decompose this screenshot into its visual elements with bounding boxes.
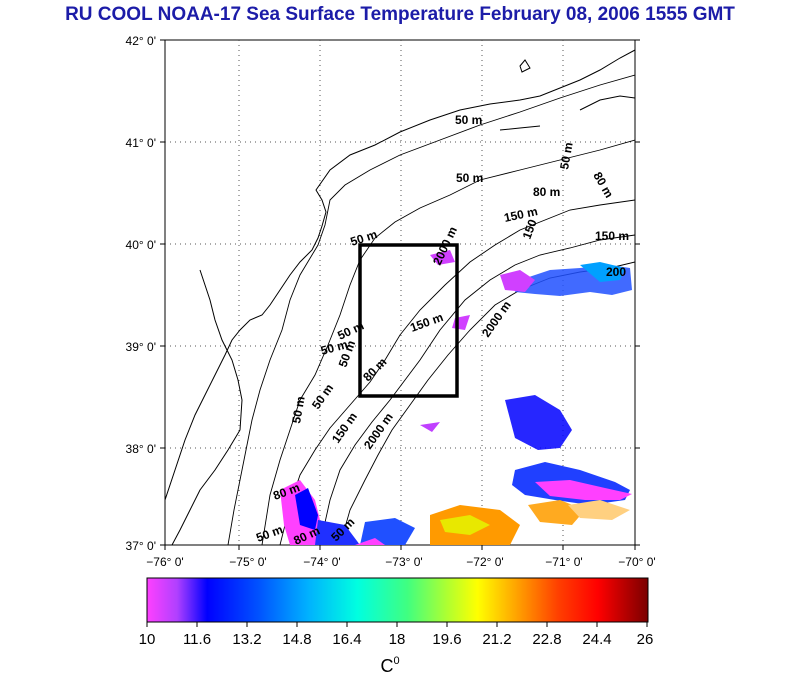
svg-text:150 m: 150 m (595, 229, 629, 243)
map-title: RU COOL NOAA-17 Sea Surface Temperature … (65, 4, 735, 25)
coastline (165, 49, 635, 501)
svg-text:50 m: 50 m (319, 337, 349, 358)
colorbar-unit: C0 (380, 655, 399, 676)
colorbar-tick-label: 19.6 (432, 631, 461, 648)
lon-label: −70° 0' (618, 555, 655, 569)
lat-label: 39° 0' (126, 340, 156, 354)
lon-label: −71° 0' (545, 555, 582, 569)
study-area-box (358, 243, 459, 398)
axis-ticks (160, 39, 640, 550)
lat-label: 38° 0' (126, 442, 156, 456)
colorbar-tick-label: 14.8 (282, 631, 311, 648)
svg-text:50 m: 50 m (289, 395, 308, 424)
colorbar-tick-label: 21.2 (482, 631, 511, 648)
colorbar-tick-label: 18 (389, 631, 406, 648)
colorbar-labels: 10 11.6 13.2 14.8 16.4 18 19.6 21.2 22.8… (139, 631, 654, 648)
svg-text:80 m: 80 m (533, 185, 560, 199)
colorbar-tick-label: 16.4 (332, 631, 361, 648)
sst-patches (280, 250, 632, 545)
colorbar-tick-label: 26 (637, 631, 654, 648)
svg-text:50 m: 50 m (455, 113, 482, 127)
colorbar-tick-label: 22.8 (532, 631, 561, 648)
lat-label: 37° 0' (126, 539, 156, 553)
lat-label: 40° 0' (126, 238, 156, 252)
lat-label: 42° 0' (126, 34, 156, 48)
lon-label: −73° 0' (385, 555, 422, 569)
colorbar (146, 577, 649, 623)
svg-text:150 m: 150 m (503, 204, 539, 225)
colorbar-tick-label: 24.4 (582, 631, 611, 648)
longitude-labels: −76° 0' −75° 0' −74° 0' −73° 0' −72° 0' … (146, 555, 655, 569)
colorbar-tick-label: 11.6 (183, 631, 211, 648)
lat-label: 41° 0' (126, 136, 156, 150)
svg-text:200: 200 (606, 265, 626, 279)
lon-label: −76° 0' (146, 555, 183, 569)
coastline-islands (499, 59, 635, 131)
svg-text:50 m: 50 m (557, 141, 576, 170)
colorbar-ticks (146, 622, 648, 627)
svg-text:150: 150 (520, 217, 540, 241)
svg-text:50 m: 50 m (456, 171, 483, 185)
latitude-labels: 42° 0' 41° 0' 40° 0' 39° 0' 38° 0' 37° 0… (126, 34, 156, 553)
bay-shoreline (171, 269, 243, 545)
colorbar-tick-label: 13.2 (232, 631, 261, 648)
lon-label: −75° 0' (229, 555, 266, 569)
lon-label: −74° 0' (303, 555, 340, 569)
colorbar-tick-label: 10 (139, 631, 156, 648)
lon-label: −72° 0' (466, 555, 503, 569)
